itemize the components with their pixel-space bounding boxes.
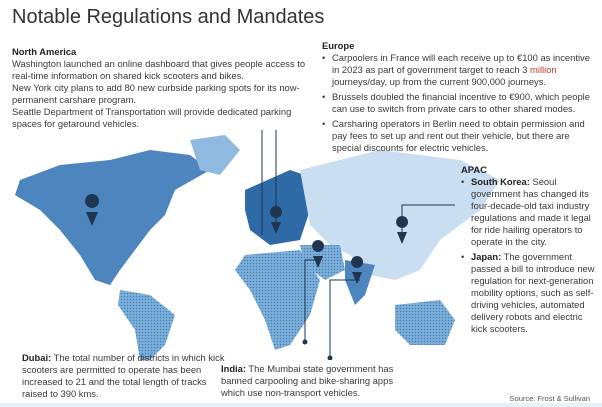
apac-section: APAC South Korea: Seoul government has c… [461,164,597,338]
source-note: Source: Frost & Sullivan [509,394,590,403]
europe-land [245,170,320,245]
europe-heading: Europe [322,40,355,51]
na-paragraph: New York city plans to add 80 new curbsi… [12,82,300,105]
africa-land [235,250,320,350]
europe-section: Europe Carpoolers in France will each re… [322,40,597,157]
bottom-bar [0,403,602,407]
asia-land [300,150,500,280]
apac-heading: APAC [461,164,487,175]
europe-item: Carpoolers in France will each receive u… [322,52,597,88]
europe-item: Brussels doubled the financial incentive… [322,91,597,115]
apac-item: Japan: The government passed a bill to i… [461,251,597,335]
na-paragraph: Seattle Department of Transportation wil… [12,106,292,129]
north-america-heading: North America [12,46,77,57]
middle-east-land [300,245,345,280]
north-america-land [15,150,210,285]
greenland-land [190,135,240,175]
australia-land [395,300,455,345]
dubai-section: Dubai: The total number of districts in … [22,352,225,399]
map-pin-icon [351,256,364,284]
apac-item: South Korea: Seoul government has change… [461,176,597,248]
page-title: Notable Regulations and Mandates [12,6,325,28]
india-section: India: The Mumbai state government has b… [221,363,394,398]
map-pin-icon [396,216,409,244]
south-america-land [118,290,175,360]
map-pin-icon [312,240,325,268]
india-land [345,260,375,305]
north-america-section: North America Washington launched an onl… [12,46,312,130]
na-paragraph: Washington launched an online dashboard … [12,58,306,81]
europe-item: Carsharing operators in Berlin need to o… [322,118,597,154]
world-map [15,130,500,360]
map-pins [85,194,409,360]
map-pin-icon [85,194,100,226]
map-pin-icon [270,206,283,234]
